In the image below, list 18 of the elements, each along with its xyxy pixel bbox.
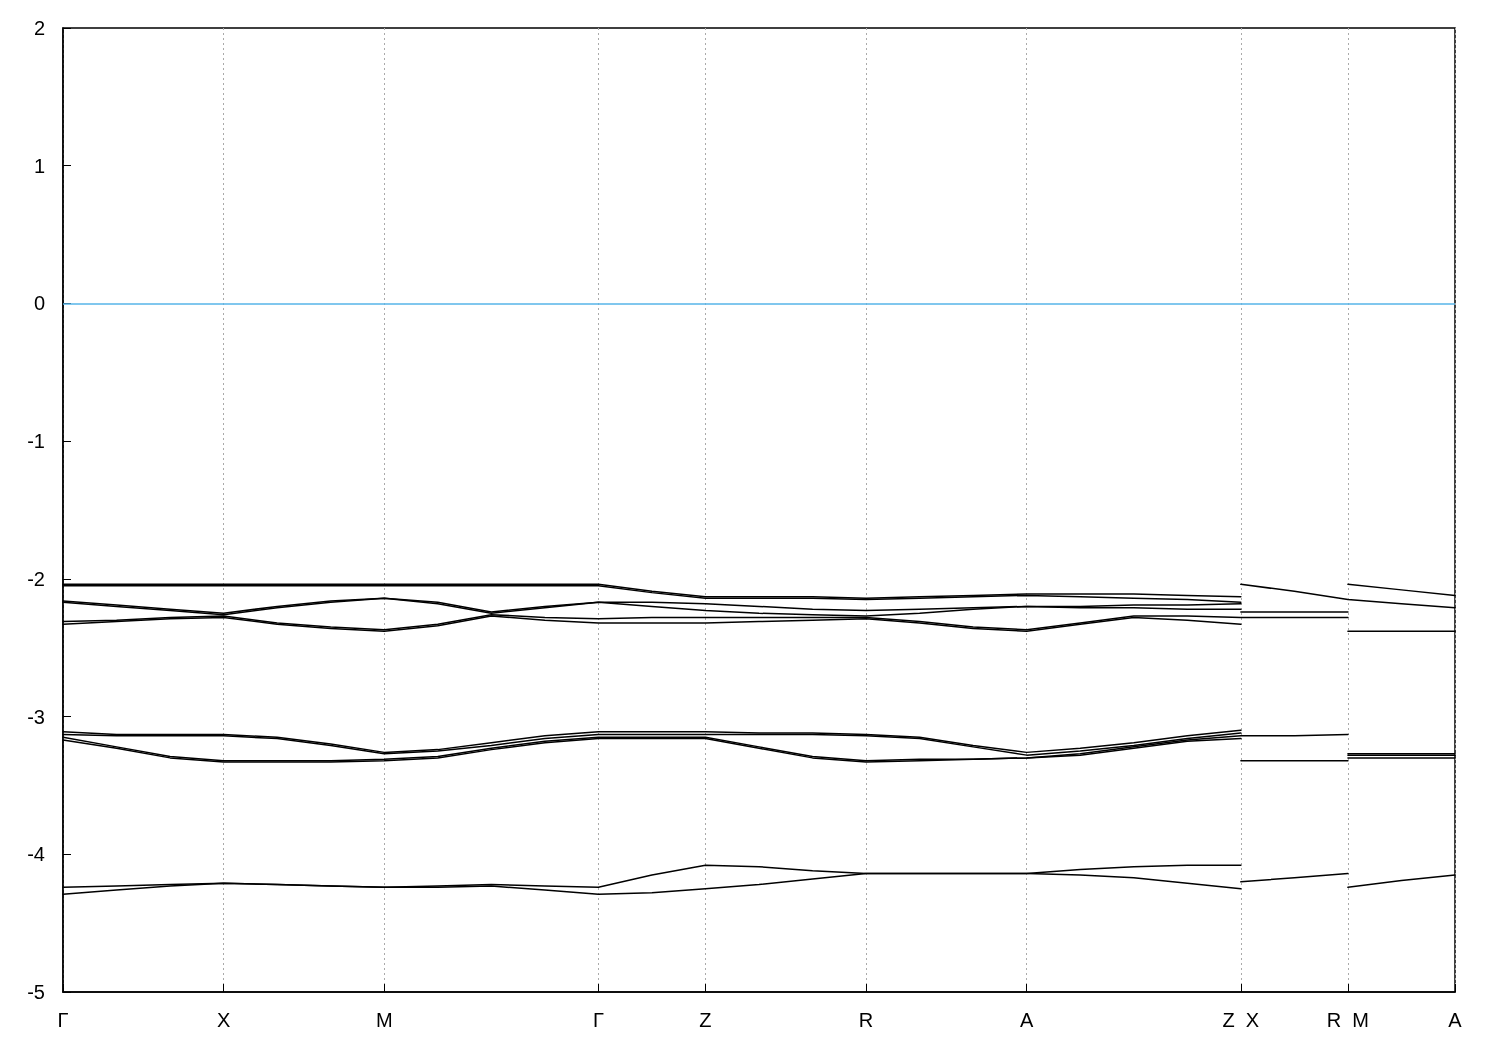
x-tick-label: Z X: [1222, 1009, 1260, 1031]
y-tick-label: -5: [27, 981, 45, 1003]
x-tick-label: R M: [1326, 1009, 1370, 1031]
x-tick-label: X: [216, 1009, 231, 1031]
y-tick-label: -2: [27, 567, 45, 590]
x-tick-label: Γ: [57, 1009, 69, 1031]
y-tick-label: -4: [27, 843, 45, 866]
y-tick-label: 0: [33, 292, 45, 315]
y-tick-label: 1: [33, 154, 45, 177]
x-tick-label: Γ: [592, 1009, 604, 1031]
y-tick-label: -1: [27, 430, 45, 453]
x-tick-label: A: [1448, 1009, 1463, 1031]
y-tick-label: 2: [33, 17, 45, 39]
x-tick-label: A: [1020, 1009, 1035, 1031]
x-tick-label: R: [858, 1009, 874, 1031]
x-tick-label: M: [375, 1009, 393, 1031]
x-tick-label: Z: [699, 1009, 712, 1031]
y-tick-label: -3: [27, 705, 45, 728]
